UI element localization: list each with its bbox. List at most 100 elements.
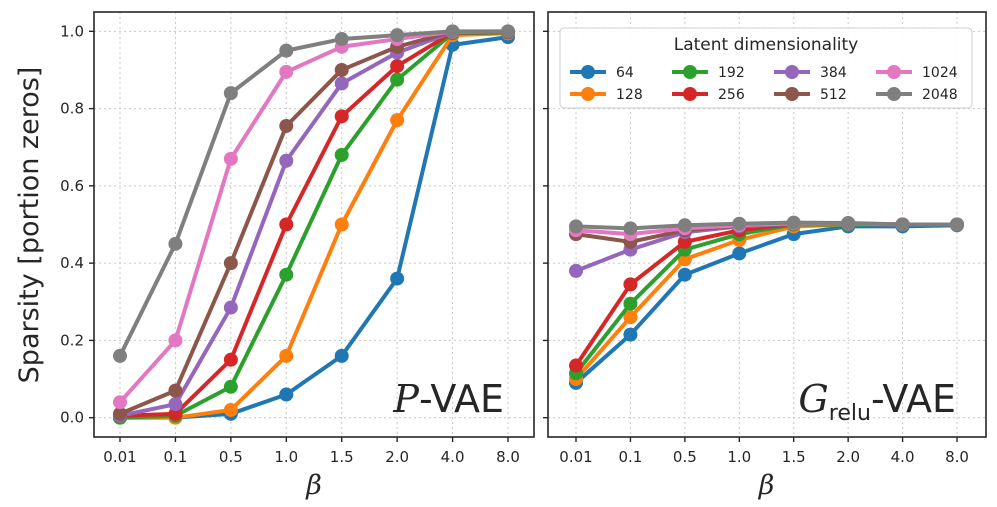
series-512 [113, 24, 515, 421]
data-point [390, 271, 405, 286]
y-tick-label: 0.8 [60, 100, 84, 118]
series-256 [113, 25, 515, 423]
panel-g-relu-vae: 0.01 0.1 0.5 1.0 1.5 2.0 4.0 8.0 β Grelu-VAE Laten… [543, 11, 987, 501]
panel-label-rest: -VAE [871, 377, 956, 421]
data-point [113, 348, 127, 363]
data-point [786, 215, 801, 230]
legend-title: Latent dimensionality [674, 35, 859, 55]
data-point [895, 217, 910, 232]
axes-frame [93, 11, 535, 438]
x-tick-label: 8.0 [496, 448, 520, 466]
x-axis-title: β [305, 470, 322, 501]
data-point [223, 86, 238, 101]
y-tick-label: 0.4 [60, 254, 84, 272]
data-point [334, 348, 349, 363]
panel-label-subscript: relu [829, 401, 871, 426]
data-point [168, 383, 183, 398]
series-2048 [113, 24, 515, 363]
x-tick-label: 0.1 [163, 448, 187, 466]
x-axis-title: β [758, 470, 775, 501]
legend-label: 1024 [922, 65, 958, 81]
legend-entry-1024: 1024 [876, 65, 958, 81]
data-point [223, 352, 238, 367]
data-point [501, 24, 515, 39]
data-point [677, 234, 692, 249]
legend-entry-512: 512 [774, 87, 847, 103]
legend-label: 128 [616, 87, 643, 103]
series-line [119, 29, 509, 418]
panel-label-script: P [392, 377, 420, 421]
series-2048 [569, 215, 964, 236]
y-tick-label: 0.2 [60, 331, 84, 349]
x-tick-label: 4.0 [441, 448, 465, 466]
x-tick-label: 2.0 [836, 448, 860, 466]
data-point [334, 217, 349, 232]
data-point [168, 397, 183, 412]
data-point [623, 296, 638, 311]
data-point [390, 59, 405, 74]
data-point [732, 216, 747, 231]
series-192 [113, 25, 515, 425]
x-tick-label: 8.0 [945, 448, 969, 466]
x-tick-label: 0.01 [559, 448, 592, 466]
legend-marker [887, 65, 901, 79]
series-line [119, 30, 509, 420]
x-tick-label: 1.5 [782, 448, 806, 466]
legend-label: 512 [820, 87, 847, 103]
data-point [390, 28, 405, 43]
data-point [168, 333, 183, 348]
panel-label: Grelu-VAE [798, 377, 956, 426]
data-point [334, 32, 349, 47]
x-tick-label: 0.5 [673, 448, 697, 466]
legend-marker [683, 87, 697, 101]
y-tick-label: 0.0 [60, 409, 84, 427]
data-point [279, 267, 294, 282]
data-point [168, 236, 183, 251]
panel-p-vae: 0.01 0.1 0.5 1.0 1.5 2.0 4.0 8.0 0.0 0.2 0.4 0.6 0.8… [60, 11, 535, 501]
data-point [223, 151, 238, 166]
data-point [334, 76, 349, 91]
legend-marker [581, 87, 595, 101]
legend-marker [683, 65, 697, 79]
series-384 [113, 24, 515, 423]
data-point [677, 267, 692, 282]
x-tick-label: 1.5 [330, 448, 354, 466]
data-point [569, 263, 583, 278]
data-point [950, 217, 964, 232]
x-tick-label: 1.0 [274, 448, 298, 466]
data-point [279, 217, 294, 232]
legend-entry-256: 256 [672, 87, 745, 103]
data-point [677, 218, 692, 233]
data-point [732, 246, 747, 261]
data-point [279, 387, 294, 402]
data-point [390, 113, 405, 128]
data-point [223, 300, 238, 315]
series-line [118, 29, 508, 357]
legend-label: 2048 [922, 87, 958, 103]
series-line [120, 31, 509, 420]
x-tick-label: 0.1 [618, 448, 642, 466]
legend-entry-64: 64 [570, 65, 634, 81]
data-point [390, 72, 405, 87]
legend-label: 192 [718, 65, 745, 81]
data-point [223, 402, 238, 417]
legend-entry-192: 192 [672, 65, 745, 81]
legend-marker [887, 87, 901, 101]
x-tick-label: 0.5 [219, 448, 243, 466]
x-tick-label: 1.0 [727, 448, 751, 466]
data-point [279, 153, 294, 168]
data-point [113, 395, 127, 410]
legend-marker [785, 65, 799, 79]
axes-frame [547, 11, 987, 438]
data-point [623, 310, 638, 325]
data-point [623, 277, 638, 292]
data-point [279, 118, 294, 133]
series-line [120, 35, 509, 420]
y-tick-label: 1.0 [60, 22, 84, 40]
grid-lines [94, 12, 534, 437]
legend-entry-2048: 2048 [876, 87, 958, 103]
series-line [575, 220, 957, 231]
series-line [119, 29, 508, 416]
data-point [279, 348, 294, 363]
x-tick-label: 0.01 [103, 448, 136, 466]
